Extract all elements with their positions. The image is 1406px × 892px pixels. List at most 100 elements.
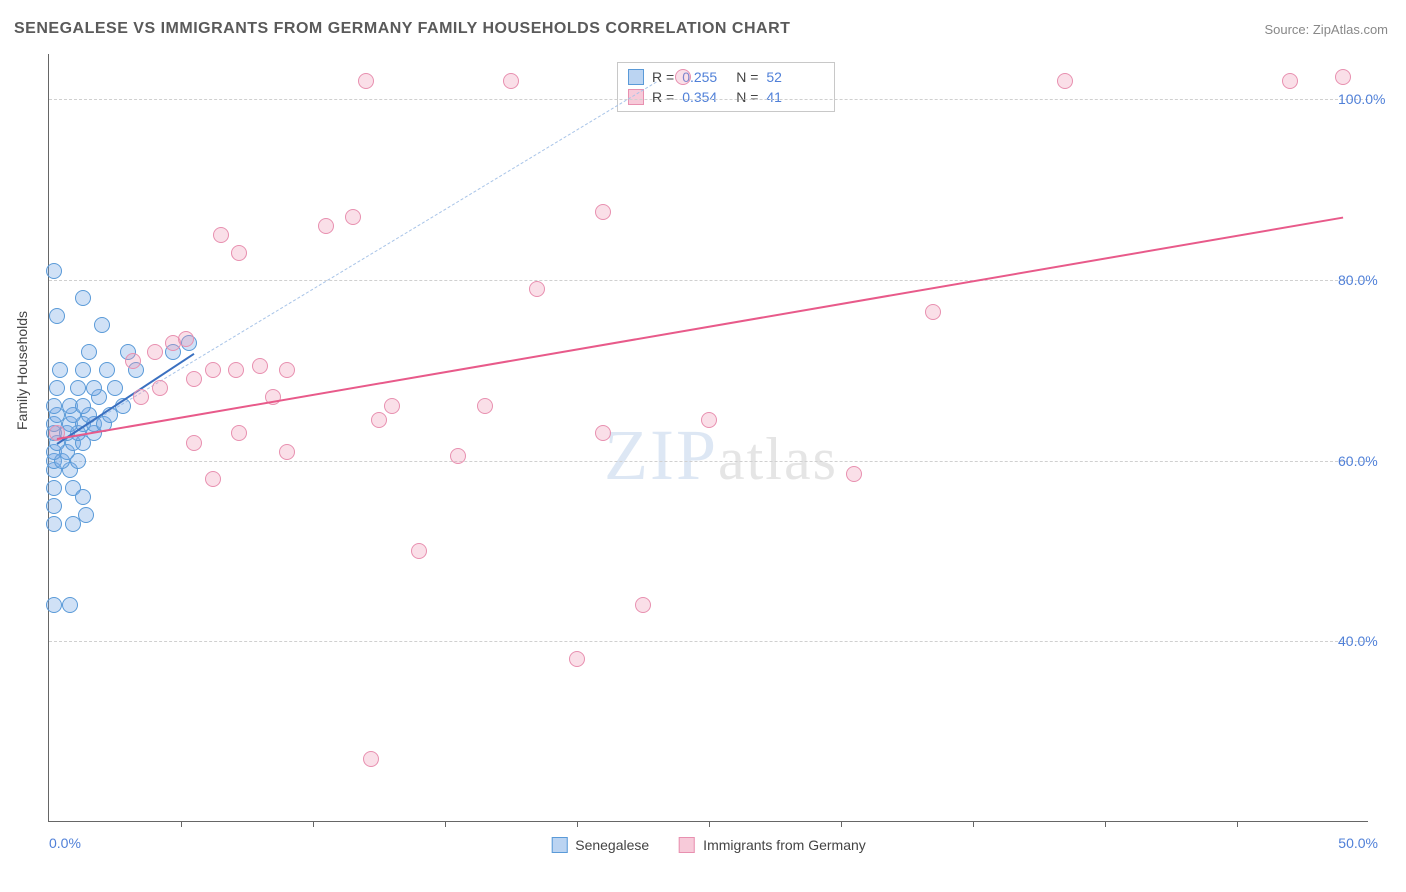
data-point-germany[interactable] xyxy=(701,412,717,428)
data-point-germany[interactable] xyxy=(279,362,295,378)
gridline-horizontal xyxy=(49,641,1368,642)
data-point-germany[interactable] xyxy=(205,471,221,487)
source-attribution: Source: ZipAtlas.com xyxy=(1264,22,1388,37)
legend: Senegalese Immigrants from Germany xyxy=(551,837,866,853)
x-tick xyxy=(973,821,974,827)
data-point-germany[interactable] xyxy=(635,597,651,613)
data-point-germany[interactable] xyxy=(846,466,862,482)
data-point-germany[interactable] xyxy=(345,209,361,225)
data-point-senegalese[interactable] xyxy=(94,317,110,333)
legend-label-senegalese: Senegalese xyxy=(575,837,649,853)
y-tick-label: 80.0% xyxy=(1338,272,1406,288)
data-point-germany[interactable] xyxy=(152,380,168,396)
data-point-germany[interactable] xyxy=(205,362,221,378)
gridline-horizontal xyxy=(49,461,1368,462)
data-point-senegalese[interactable] xyxy=(75,489,91,505)
trendline-germany xyxy=(57,217,1343,440)
data-point-senegalese[interactable] xyxy=(46,480,62,496)
x-tick xyxy=(313,821,314,827)
data-point-senegalese[interactable] xyxy=(49,308,65,324)
y-tick-label: 60.0% xyxy=(1338,453,1406,469)
stats-n-value-senegalese: 52 xyxy=(766,69,812,85)
stats-r-label: R = xyxy=(652,89,674,105)
data-point-senegalese[interactable] xyxy=(81,344,97,360)
data-point-germany[interactable] xyxy=(595,204,611,220)
data-point-germany[interactable] xyxy=(503,73,519,89)
data-point-germany[interactable] xyxy=(231,245,247,261)
data-point-germany[interactable] xyxy=(477,398,493,414)
gridline-horizontal xyxy=(49,280,1368,281)
x-tick xyxy=(181,821,182,827)
data-point-senegalese[interactable] xyxy=(49,380,65,396)
y-tick-label: 100.0% xyxy=(1338,91,1406,107)
data-point-germany[interactable] xyxy=(529,281,545,297)
legend-item-senegalese[interactable]: Senegalese xyxy=(551,837,649,853)
stats-row-germany: R = 0.354 N = 41 xyxy=(618,87,834,107)
data-point-germany[interactable] xyxy=(450,448,466,464)
x-axis-min-label: 0.0% xyxy=(49,835,81,851)
data-point-germany[interactable] xyxy=(358,73,374,89)
chart-plot-area: ZIPatlas R =0.255N =52R =0.354N =41 0.0%… xyxy=(48,54,1368,822)
data-point-germany[interactable] xyxy=(1335,69,1351,85)
watermark-atlas: atlas xyxy=(718,426,838,492)
data-point-germany[interactable] xyxy=(228,362,244,378)
legend-swatch-pink xyxy=(679,837,695,853)
stats-n-label: N = xyxy=(736,89,758,105)
data-point-germany[interactable] xyxy=(569,651,585,667)
data-point-senegalese[interactable] xyxy=(75,398,91,414)
data-point-germany[interactable] xyxy=(1282,73,1298,89)
data-point-germany[interactable] xyxy=(411,543,427,559)
x-tick xyxy=(1105,821,1106,827)
stats-n-value-germany: 41 xyxy=(766,89,812,105)
data-point-senegalese[interactable] xyxy=(46,597,62,613)
x-tick xyxy=(577,821,578,827)
data-point-germany[interactable] xyxy=(231,425,247,441)
data-point-senegalese[interactable] xyxy=(46,516,62,532)
data-point-germany[interactable] xyxy=(675,69,691,85)
data-point-germany[interactable] xyxy=(133,389,149,405)
data-point-senegalese[interactable] xyxy=(107,380,123,396)
data-point-germany[interactable] xyxy=(318,218,334,234)
x-tick xyxy=(841,821,842,827)
data-point-germany[interactable] xyxy=(186,371,202,387)
x-tick xyxy=(709,821,710,827)
data-point-senegalese[interactable] xyxy=(78,507,94,523)
data-point-germany[interactable] xyxy=(252,358,268,374)
correlation-stats-box: R =0.255N =52R =0.354N =41 xyxy=(617,62,835,112)
data-point-germany[interactable] xyxy=(363,751,379,767)
data-point-senegalese[interactable] xyxy=(52,362,68,378)
data-point-senegalese[interactable] xyxy=(46,263,62,279)
stats-n-label: N = xyxy=(736,69,758,85)
legend-swatch-blue xyxy=(551,837,567,853)
legend-item-germany[interactable]: Immigrants from Germany xyxy=(679,837,866,853)
data-point-germany[interactable] xyxy=(1057,73,1073,89)
x-tick xyxy=(1237,821,1238,827)
data-point-germany[interactable] xyxy=(186,435,202,451)
data-point-germany[interactable] xyxy=(371,412,387,428)
data-point-germany[interactable] xyxy=(147,344,163,360)
x-tick xyxy=(445,821,446,827)
data-point-germany[interactable] xyxy=(384,398,400,414)
legend-label-germany: Immigrants from Germany xyxy=(703,837,866,853)
data-point-germany[interactable] xyxy=(925,304,941,320)
data-point-germany[interactable] xyxy=(178,331,194,347)
data-point-senegalese[interactable] xyxy=(86,380,102,396)
data-point-senegalese[interactable] xyxy=(46,398,62,414)
data-point-senegalese[interactable] xyxy=(75,362,91,378)
y-tick-label: 40.0% xyxy=(1338,633,1406,649)
chart-title: SENEGALESE VS IMMIGRANTS FROM GERMANY FA… xyxy=(14,20,790,38)
stats-r-value-germany: 0.354 xyxy=(682,89,728,105)
data-point-senegalese[interactable] xyxy=(75,290,91,306)
watermark: ZIPatlas xyxy=(604,414,838,497)
data-point-germany[interactable] xyxy=(595,425,611,441)
data-point-germany[interactable] xyxy=(213,227,229,243)
gridline-horizontal xyxy=(49,99,1368,100)
data-point-senegalese[interactable] xyxy=(46,498,62,514)
watermark-zip: ZIP xyxy=(604,415,718,495)
data-point-germany[interactable] xyxy=(125,353,141,369)
data-point-senegalese[interactable] xyxy=(62,597,78,613)
data-point-senegalese[interactable] xyxy=(70,380,86,396)
data-point-germany[interactable] xyxy=(279,444,295,460)
stats-swatch-senegalese xyxy=(628,69,644,85)
data-point-senegalese[interactable] xyxy=(99,362,115,378)
